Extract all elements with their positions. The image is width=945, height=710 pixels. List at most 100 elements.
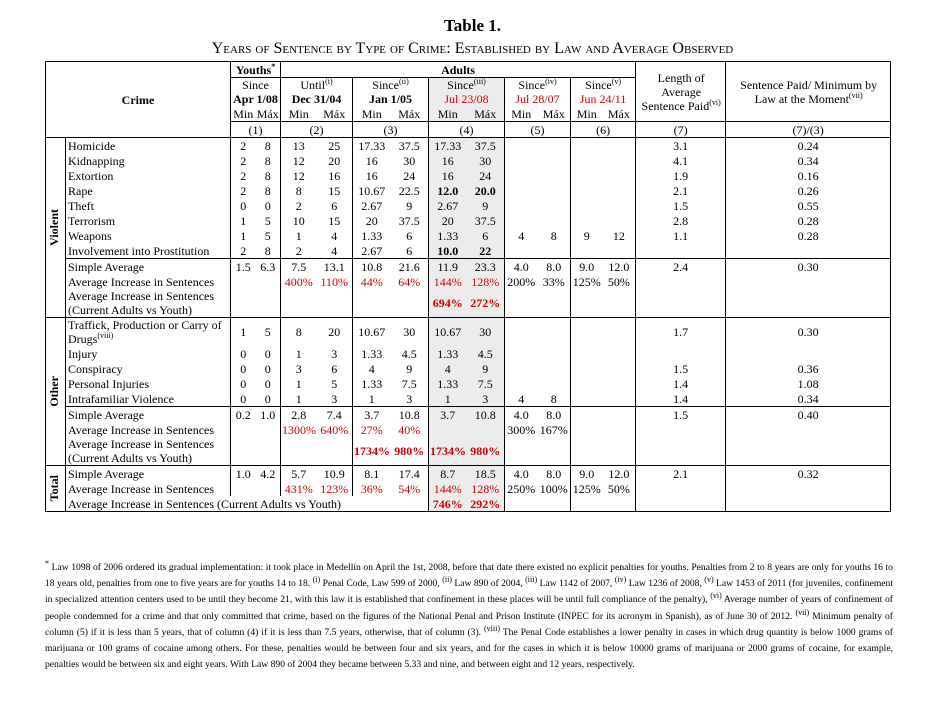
value-cell: 8.0 — [537, 465, 571, 481]
empty-cell — [570, 391, 603, 407]
value-cell: 1.08 — [725, 376, 891, 391]
value-cell: 64% — [398, 274, 421, 289]
value-cell: 2 — [280, 243, 317, 259]
value-cell: 10.67 — [352, 183, 391, 198]
empty-cell — [391, 289, 429, 318]
value-cell: 1.0 — [255, 406, 281, 422]
value-cell: 1.4 — [635, 391, 726, 407]
table-row: Average Increase in Sentences 1300% 640% 27… — [46, 422, 891, 437]
value-cell: 9 — [466, 361, 505, 376]
value-cell: 3 — [280, 361, 317, 376]
crime-name-text: Average Increase in Sentences (Current A… — [68, 496, 342, 511]
value-cell: 33% — [542, 274, 565, 289]
empty-cell — [570, 137, 603, 153]
footnote-text: Penal Code, Law 599 of 2000, — [322, 578, 440, 590]
value-cell: 640% — [320, 422, 349, 437]
empty-cell — [504, 153, 538, 168]
crime-name-text: Simple Average — [68, 466, 145, 481]
value-cell: 36% — [352, 481, 391, 496]
value-cell: 8 — [550, 228, 557, 243]
empty-cell — [538, 168, 571, 183]
value-cell: 4.1 — [635, 153, 726, 168]
value-cell: 8 — [255, 137, 281, 153]
value-cell: 9 — [466, 198, 505, 213]
value-cell: 0.32 — [725, 465, 891, 481]
value-cell: 4 — [331, 228, 338, 243]
value-cell: 2.67 — [428, 198, 467, 213]
value-cell: 2 — [280, 198, 317, 213]
empty-cell — [504, 496, 538, 512]
value-cell: 10.8 — [390, 406, 429, 422]
table-row: Average Increase in Sentences 431% 123% 36%… — [46, 481, 891, 496]
value-cell: 272% — [466, 289, 505, 318]
column-number: (6) — [570, 121, 636, 138]
empty-cell — [603, 243, 636, 259]
value-cell: 6 — [406, 243, 413, 258]
value-cell: 30 — [466, 317, 505, 346]
value-cell: 5 — [331, 376, 338, 391]
since-label: Since — [242, 78, 269, 92]
crime-name-text: Traffick, Production or Carry of Drugs — [68, 318, 222, 346]
value-cell: 3.1 — [635, 137, 726, 153]
value-cell: 1.33 — [352, 346, 391, 361]
value-cell: 292% — [466, 496, 505, 512]
value-cell: 1.5 — [635, 361, 726, 376]
value-cell: 8 — [550, 391, 557, 406]
group-label: Other — [47, 376, 61, 407]
value-cell: 1.5 — [635, 198, 726, 213]
empty-cell — [635, 243, 726, 259]
empty-cell — [504, 137, 538, 153]
value-cell: 7.5 — [280, 258, 317, 274]
value-cell: 1.33 — [428, 376, 467, 391]
empty-cell — [725, 243, 891, 259]
empty-cell — [603, 346, 636, 361]
crime-name: Simple Average — [65, 406, 231, 422]
value-cell: 54% — [398, 481, 421, 496]
value-cell: 20 — [328, 153, 341, 168]
value-cell: 1.1 — [635, 228, 726, 243]
crime-name: Average Increase in Sentences — [65, 481, 231, 496]
value-cell: 22.5 — [398, 183, 420, 198]
value-cell: 980% — [394, 444, 425, 458]
value-cell: 9.0 — [570, 258, 603, 274]
value-cell: 125% — [570, 481, 603, 496]
crime-header: Crime — [121, 92, 155, 107]
length-label: Length of Average Sentence Paid — [641, 70, 710, 113]
value-cell: 22 — [466, 243, 505, 259]
value-cell: 9 — [406, 361, 413, 376]
empty-cell — [538, 213, 571, 228]
value-cell: 0.24 — [725, 137, 891, 153]
empty-cell — [570, 213, 603, 228]
empty-cell — [570, 406, 603, 422]
table-row: Kidnapping 2 8 12 20 16 30 16 30 4.1 0.34 — [46, 153, 891, 168]
table-row: Weapons 1 5 1 4 1.33 6 1.33 6 4 8 9 12 1.1 0.28 — [46, 228, 891, 243]
footnote-text: Law 1453 of 2011 (for juveniles, confine… — [45, 578, 894, 606]
empty-cell — [570, 346, 603, 361]
value-cell: 16 — [352, 153, 391, 168]
group-label: Total — [47, 475, 61, 502]
crime-name-text: Average Increase in Sentences (Current A… — [68, 289, 215, 317]
crime-name: Intrafamiliar Violence — [65, 391, 231, 407]
table-subtitle: Years of Sentence by Type of Crime: Esta… — [211, 40, 734, 57]
empty-cell — [317, 437, 353, 466]
empty-cell — [570, 361, 603, 376]
value-cell: 1.7 — [635, 317, 726, 346]
empty-cell — [538, 153, 571, 168]
value-cell: 5 — [264, 228, 271, 243]
table-row: Terrorism 1 5 10 15 20 37.5 20 37.5 2.8 0.28 — [46, 213, 891, 228]
value-cell: 123% — [320, 481, 349, 496]
value-cell: 0.30 — [725, 258, 891, 274]
empty-cell — [570, 496, 603, 512]
value-cell: 0 — [264, 391, 271, 406]
value-cell: 5 — [264, 213, 271, 228]
value-cell: 8 — [280, 183, 317, 198]
value-cell: 144% — [428, 274, 467, 289]
value-cell: 100% — [539, 481, 568, 496]
value-cell: 8 — [264, 153, 271, 168]
empty-cell — [538, 361, 571, 376]
header-row: Crime Youths* Adults Length of Average S… — [46, 61, 891, 122]
value-cell: 10 — [280, 213, 317, 228]
date-label: Jul 23/08 — [444, 92, 489, 106]
value-cell: 2.1 — [635, 183, 726, 198]
